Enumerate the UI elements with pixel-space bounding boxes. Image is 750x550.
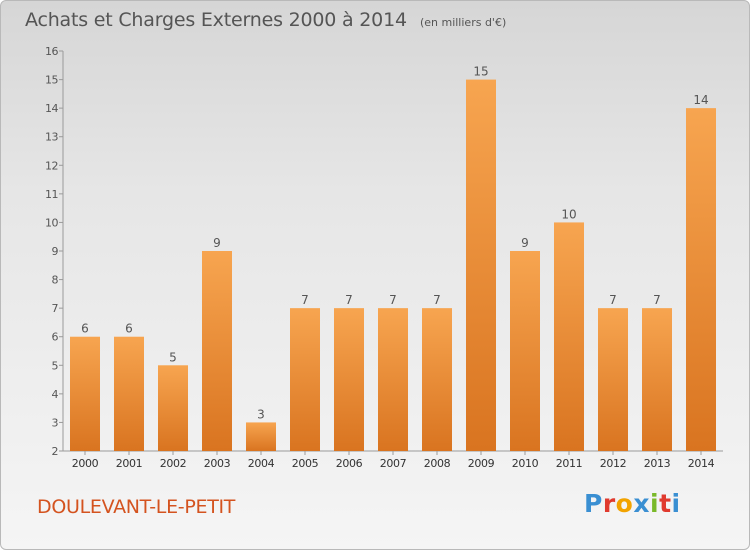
y-tick-label: 16 — [45, 45, 58, 58]
bar — [290, 308, 320, 451]
x-tick-label: 2008 — [424, 457, 451, 470]
x-tick-label: 2007 — [380, 457, 407, 470]
logo-letter: x — [633, 489, 650, 518]
bar-value-label: 7 — [653, 293, 661, 307]
bar-value-label: 9 — [213, 236, 221, 250]
x-tick-label: 2006 — [336, 457, 363, 470]
x-tick-label: 2011 — [556, 457, 582, 470]
bar-value-label: 3 — [257, 407, 265, 421]
logo-letter: i — [671, 489, 681, 518]
bar-value-label: 5 — [169, 350, 177, 364]
y-tick-label: 10 — [45, 216, 58, 229]
chart-title: Achats et Charges Externes 2000 à 2014 — [25, 9, 407, 31]
chart-subtitle: (en milliers d'€) — [419, 16, 507, 29]
y-tick-label: 6 — [52, 331, 59, 344]
bar-value-label: 7 — [389, 293, 397, 307]
bar — [202, 251, 232, 451]
bar — [422, 308, 452, 451]
bar-value-label: 15 — [473, 65, 488, 79]
commune-name: DOULEVANT-LE-PETIT — [37, 496, 236, 518]
y-tick-label: 2 — [52, 445, 59, 458]
y-tick-label: 13 — [45, 131, 58, 144]
bar — [158, 365, 188, 451]
bar — [466, 79, 496, 452]
y-tick-label: 4 — [52, 388, 59, 401]
y-tick-label: 9 — [52, 245, 59, 258]
logo-letter: t — [659, 489, 672, 518]
x-tick-label: 2001 — [116, 457, 142, 470]
bar — [554, 222, 584, 451]
bar-value-label: 7 — [345, 293, 353, 307]
y-tick-label: 11 — [45, 188, 58, 201]
bar — [378, 308, 408, 451]
x-tick-label: 2005 — [292, 457, 319, 470]
x-tick-label: 2004 — [248, 457, 275, 470]
title-block: Achats et Charges Externes 2000 à 2014 (… — [25, 9, 506, 31]
bar-value-label: 6 — [81, 322, 89, 336]
bar-value-label: 7 — [609, 293, 617, 307]
bar — [246, 422, 276, 451]
bar — [114, 336, 144, 451]
bar — [686, 108, 716, 452]
y-tick-label: 8 — [52, 274, 59, 287]
x-tick-label: 2000 — [72, 457, 99, 470]
x-tick-label: 2010 — [512, 457, 539, 470]
logo-letter: i — [650, 489, 660, 518]
bar-value-label: 10 — [561, 207, 576, 221]
x-tick-label: 2003 — [204, 457, 231, 470]
bar-value-label: 7 — [301, 293, 309, 307]
bar-value-label: 7 — [433, 293, 441, 307]
y-tick-label: 15 — [45, 74, 58, 87]
bar — [334, 308, 364, 451]
proxiti-logo[interactable]: Proxiti — [584, 489, 681, 518]
y-tick-label: 5 — [52, 359, 59, 372]
y-tick-label: 12 — [45, 159, 58, 172]
y-tick-label: 14 — [45, 102, 58, 115]
x-tick-label: 2009 — [468, 457, 495, 470]
logo-letter: P — [584, 489, 603, 518]
bar-value-label: 6 — [125, 322, 133, 336]
logo-letter: o — [615, 489, 634, 518]
bar-value-label: 9 — [521, 236, 529, 250]
bar — [510, 251, 540, 451]
bar — [70, 336, 100, 451]
y-tick-label: 7 — [52, 302, 59, 315]
x-tick-label: 2012 — [600, 457, 626, 470]
x-tick-label: 2014 — [688, 457, 715, 470]
x-tick-label: 2013 — [644, 457, 671, 470]
bar — [642, 308, 672, 451]
bar-value-label: 14 — [693, 93, 708, 107]
bar — [598, 308, 628, 451]
x-tick-label: 2002 — [160, 457, 186, 470]
logo-letter: r — [602, 489, 616, 518]
y-tick-label: 3 — [52, 416, 59, 429]
